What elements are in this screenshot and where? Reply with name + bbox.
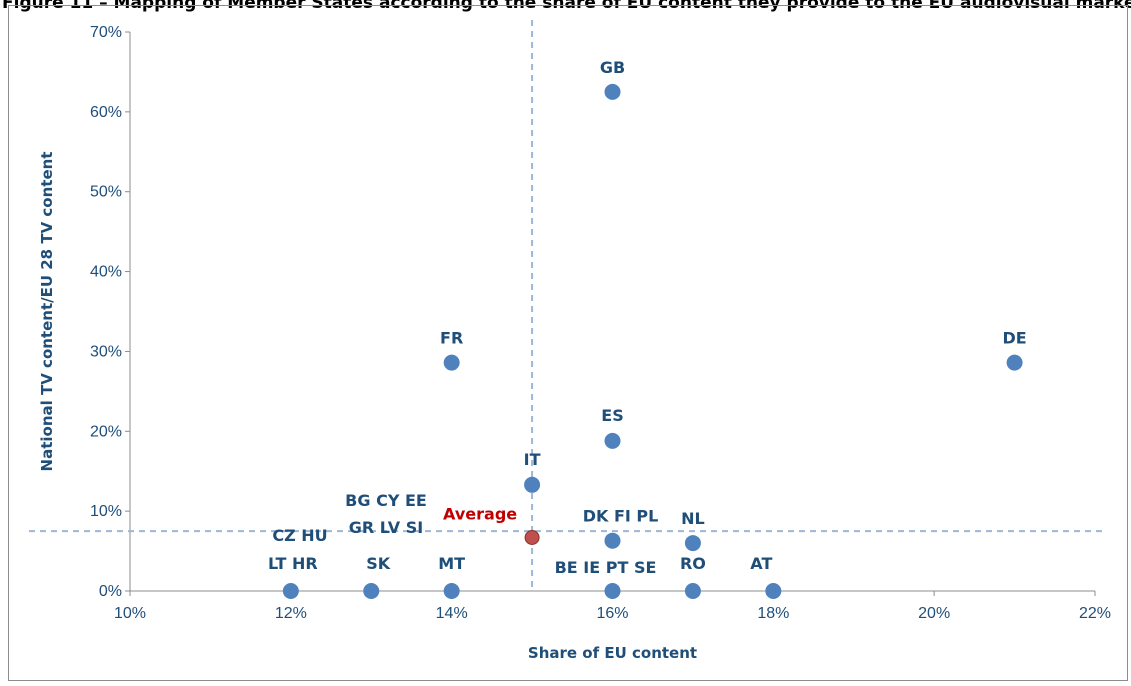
point-label: GR LV SI <box>349 518 423 537</box>
data-point <box>765 583 782 599</box>
point-label: MT <box>438 554 465 573</box>
point-label: ES <box>601 406 623 425</box>
point-label: AT <box>750 554 772 573</box>
data-point <box>684 535 701 552</box>
average-point <box>524 529 540 545</box>
chart-frame: 0% 10% 20% 30% 40% 50% 60% 70% 10% 12% 14% 16% 18% 20… <box>8 5 1128 681</box>
data-point <box>604 532 621 549</box>
point-label: GB <box>600 58 625 77</box>
point-label: NL <box>681 509 705 528</box>
data-point <box>363 583 380 599</box>
data-point <box>604 432 621 449</box>
y-tick-label: 60% <box>90 104 122 121</box>
y-tick-label: 30% <box>90 343 122 360</box>
point-label: SK <box>366 554 391 573</box>
average-label: Average <box>443 504 517 523</box>
y-tick-label: 50% <box>90 184 122 201</box>
x-tick-label: 22% <box>1079 605 1111 622</box>
x-tick-label: 10% <box>114 605 146 622</box>
y-tick-label: 70% <box>90 24 122 41</box>
data-point <box>1006 354 1023 371</box>
data-point <box>524 476 541 493</box>
scatter-chart: 0% 10% 20% 30% 40% 50% 60% 70% 10% 12% 14% 16% 18% 20… <box>29 20 1111 662</box>
figure-caption: Figure 11 – Mapping of Member States acc… <box>2 0 1131 13</box>
x-tick-label: 20% <box>918 605 950 622</box>
y-tick-label: 40% <box>90 264 122 281</box>
y-tick-label: 0% <box>99 583 122 600</box>
data-point <box>443 583 460 599</box>
point-label: DE <box>1002 329 1026 348</box>
y-tick-label: 10% <box>90 503 122 520</box>
point-label: CZ HU <box>272 526 327 545</box>
point-label: IT <box>524 450 541 469</box>
x-tick-label: 12% <box>275 605 307 622</box>
point-label: BG CY EE <box>345 491 427 510</box>
x-tick-label: 16% <box>596 605 628 622</box>
point-label: FR <box>440 329 463 348</box>
x-tick-label: 18% <box>757 605 789 622</box>
point-label: BE IE PT SE <box>555 558 657 577</box>
y-axis-title: National TV content/EU 28 TV content <box>38 152 56 472</box>
x-axis-title: Share of EU content <box>528 644 697 662</box>
data-point <box>604 83 621 100</box>
data-point <box>443 354 460 371</box>
point-label: RO <box>680 554 706 573</box>
x-tick-label: 14% <box>436 605 468 622</box>
y-tick-label: 20% <box>90 423 122 440</box>
point-label: DK FI PL <box>583 507 659 526</box>
point-label: LT HR <box>268 554 318 573</box>
data-point <box>282 583 299 599</box>
data-point <box>684 583 701 599</box>
data-point <box>604 583 621 599</box>
